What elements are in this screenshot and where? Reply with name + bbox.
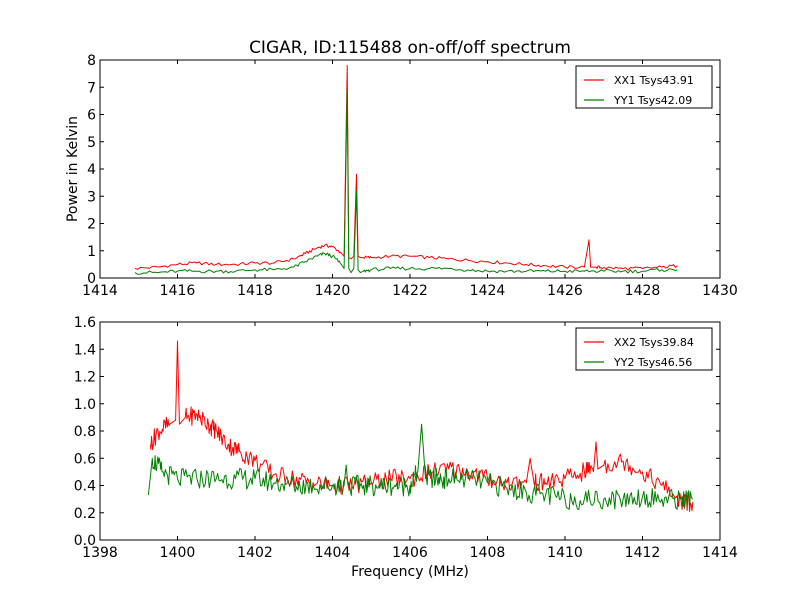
legend-box <box>575 65 713 109</box>
y-tick-label: 1 <box>87 244 96 260</box>
legend: XX2 Tsys39.84 YY2 Tsys46.56 <box>575 327 713 371</box>
x-tick-label: 1414 <box>702 545 738 561</box>
y-tick-label: 2 <box>87 217 96 233</box>
legend: XX1 Tsys43.91 YY1 Tsys42.09 <box>575 65 713 109</box>
series-line-yy2 <box>147 423 694 510</box>
x-tick-label: 1410 <box>547 545 583 561</box>
y-tick-label: 1.0 <box>74 397 96 413</box>
x-tick-label: 1426 <box>547 283 583 299</box>
x-tick-label: 1402 <box>237 545 273 561</box>
legend-entry: XX1 Tsys43.91 <box>614 74 694 87</box>
legend-entry: YY1 Tsys42.09 <box>613 94 692 107</box>
y-tick-label: 7 <box>87 80 96 96</box>
x-tick-label: 1404 <box>315 545 351 561</box>
legend-box <box>575 327 713 371</box>
y-tick-label: 4 <box>87 162 96 178</box>
x-tick-label: 1398 <box>82 545 118 561</box>
x-tick-label: 1414 <box>82 283 118 299</box>
chart-title: CIGAR, ID:115488 on-off/off spectrum <box>249 38 571 58</box>
y-tick-label: 0.4 <box>74 479 96 495</box>
legend-entry: YY2 Tsys46.56 <box>613 356 692 369</box>
top-panel: 1414 1416 1418 1420 1422 1424 1426 1428 1430 0 1 2 3… <box>82 53 738 299</box>
x-tick-label: 1430 <box>702 283 738 299</box>
x-tick-label: 1420 <box>315 283 351 299</box>
x-tick-label: 1428 <box>625 283 661 299</box>
x-tick-label: 1412 <box>625 545 661 561</box>
y-tick-label: 1.4 <box>74 342 96 358</box>
series-line-xx1 <box>134 65 678 271</box>
x-tick-label: 1408 <box>470 545 506 561</box>
x-tick-label: 1406 <box>392 545 428 561</box>
y-tick-label: 1.6 <box>74 315 96 331</box>
y-tick-label: 0.2 <box>74 506 96 522</box>
y-tick-label: 6 <box>87 108 96 124</box>
y-tick-label: 5 <box>87 135 96 151</box>
y-tick-label: 8 <box>87 53 96 69</box>
x-tick-label: 1418 <box>237 283 273 299</box>
series-line-xx2 <box>149 340 694 512</box>
y-axis-label: Power in Kelvin <box>65 116 81 222</box>
y-tick-label: 0.6 <box>74 451 96 467</box>
bottom-panel: 1398 1400 1402 1404 1406 1408 1410 1412 1414 0.0 0… <box>74 315 738 561</box>
series-line-yy1 <box>134 89 678 275</box>
x-tick-label: 1422 <box>392 283 428 299</box>
y-tick-label: 3 <box>87 189 96 205</box>
y-tick-label: 0.8 <box>74 424 96 440</box>
legend-entry: XX2 Tsys39.84 <box>614 336 694 349</box>
y-tick-label: 1.2 <box>74 370 96 386</box>
x-tick-label: 1424 <box>470 283 506 299</box>
x-tick-label: 1400 <box>160 545 196 561</box>
y-tick-label: 0 <box>87 271 96 287</box>
y-tick-label: 0.0 <box>74 533 96 549</box>
x-tick-label: 1416 <box>160 283 196 299</box>
x-axis-label: Frequency (MHz) <box>351 564 469 580</box>
